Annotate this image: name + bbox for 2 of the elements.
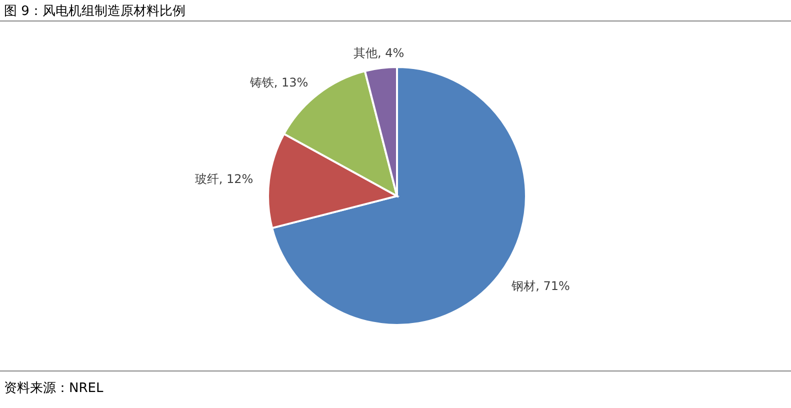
title: 图 9：风电机组制造原材料比例 <box>4 4 186 19</box>
annotation: 资料来源：NREL <box>4 381 104 396</box>
